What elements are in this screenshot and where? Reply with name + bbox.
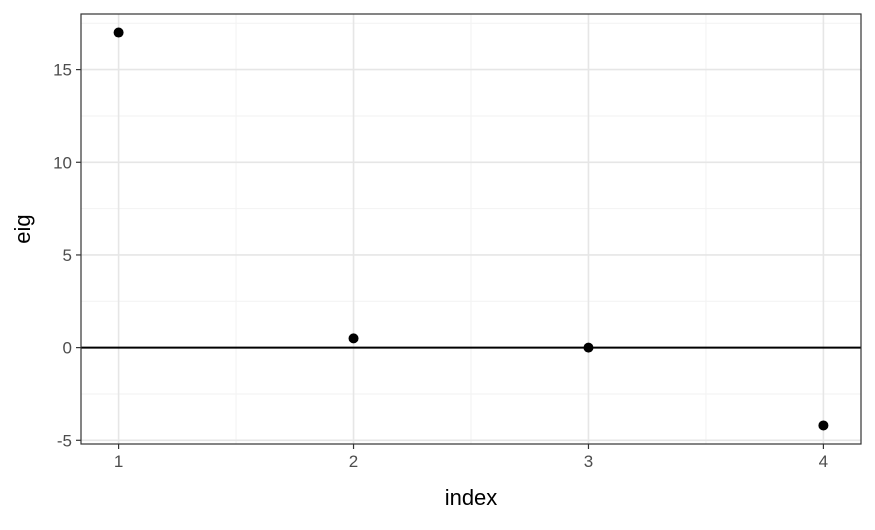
x-axis-ticks: 1 2 3 4 bbox=[114, 444, 828, 471]
y-tick-label: 5 bbox=[63, 246, 72, 265]
x-tick-label: 3 bbox=[584, 452, 593, 471]
y-tick-label: 15 bbox=[53, 61, 72, 80]
y-axis-ticks: -5 0 5 10 15 bbox=[53, 61, 81, 450]
x-axis-title: index bbox=[445, 485, 498, 510]
data-point bbox=[113, 27, 124, 38]
minor-gridlines bbox=[81, 14, 861, 444]
data-point bbox=[818, 420, 829, 431]
data-points bbox=[113, 27, 829, 431]
x-tick-label: 2 bbox=[349, 452, 358, 471]
y-tick-label: 10 bbox=[53, 153, 72, 172]
y-tick-label: 0 bbox=[63, 339, 72, 358]
x-tick-label: 1 bbox=[114, 452, 123, 471]
y-tick-label: -5 bbox=[57, 431, 72, 450]
data-point bbox=[583, 342, 594, 353]
y-axis-title: eig bbox=[10, 214, 35, 243]
data-point bbox=[348, 333, 359, 344]
panel-border bbox=[80, 13, 862, 445]
x-tick-label: 4 bbox=[819, 452, 828, 471]
